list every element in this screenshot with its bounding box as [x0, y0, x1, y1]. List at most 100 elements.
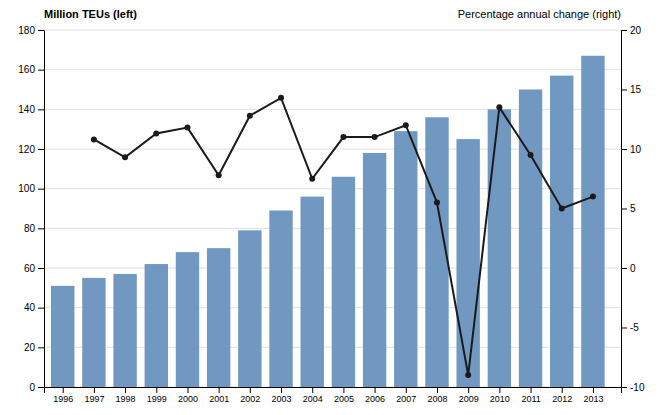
tick-label: 2003	[272, 394, 292, 404]
tick-label: 2004	[303, 394, 323, 404]
tick: 2000	[178, 387, 198, 404]
bar	[145, 264, 168, 387]
marker	[247, 113, 253, 119]
tick: 160	[18, 64, 44, 75]
tick-mark	[499, 387, 500, 393]
tick-mark	[38, 30, 44, 31]
bar	[207, 248, 230, 387]
tick-label: 20	[24, 342, 36, 353]
tick: 1998	[116, 387, 136, 404]
tick-mark	[38, 308, 44, 309]
tick: 2003	[272, 387, 292, 404]
tick: 2006	[365, 387, 385, 404]
tick-label: 2006	[365, 394, 385, 404]
tick: 1996	[53, 387, 73, 404]
tick-label: 40	[24, 302, 36, 313]
tick-mark	[219, 387, 220, 393]
grid-line	[44, 69, 621, 70]
tick-label: 160	[18, 64, 35, 75]
tick-mark	[38, 189, 44, 190]
y-axis-label: Million TEUs (left)	[44, 8, 137, 20]
bar	[456, 139, 479, 387]
tick-mark	[125, 387, 126, 393]
tick: 2009	[459, 387, 479, 404]
tick-label: 1996	[53, 394, 73, 404]
tick-label: 20	[630, 25, 642, 36]
tick-label: 2009	[459, 394, 479, 404]
tick-label: 140	[18, 104, 35, 115]
tick: 1997	[84, 387, 104, 404]
marker	[590, 194, 596, 200]
tick-mark	[38, 109, 44, 110]
marker	[372, 134, 378, 140]
tick: 2010	[490, 387, 510, 404]
axis-line	[38, 31, 45, 388]
tick-label: 1998	[116, 394, 136, 404]
tick-mark	[621, 268, 627, 269]
tick-mark	[63, 387, 64, 393]
tick: 2004	[303, 387, 323, 404]
tick: -10	[621, 382, 645, 393]
y2-axis-label: Percentage annual change (right)	[458, 8, 621, 20]
y2-axis: -10 -5 0 5 10 15 20	[621, 25, 645, 393]
tick-mark	[621, 387, 627, 388]
tick-mark	[406, 387, 407, 393]
tick-mark	[621, 90, 627, 91]
tick-label: 0	[630, 263, 636, 274]
tick-mark	[531, 387, 532, 393]
tick-label: -5	[630, 322, 639, 333]
tick-mark	[562, 387, 563, 393]
tick-label: 1999	[147, 394, 167, 404]
marker	[340, 134, 346, 140]
tick: 2011	[521, 387, 540, 404]
tick-mark	[187, 387, 188, 393]
marker	[528, 152, 534, 158]
grid-line	[44, 30, 621, 31]
tick-label: 15	[630, 84, 642, 95]
marker	[122, 154, 128, 160]
bar	[301, 197, 324, 387]
tick: 20	[621, 25, 642, 36]
tick-mark	[468, 387, 469, 393]
tick: 2001	[209, 387, 229, 404]
tick-mark	[621, 209, 627, 210]
bar	[269, 210, 292, 387]
tick-mark	[375, 387, 376, 393]
tick-label: 0	[29, 382, 35, 393]
marker	[278, 95, 284, 101]
tick-label: 2012	[552, 394, 572, 404]
tick: 2007	[396, 387, 416, 404]
tick: 180	[18, 25, 44, 36]
tick-mark	[281, 387, 282, 393]
bar	[176, 252, 199, 387]
marker	[434, 200, 440, 206]
grid	[44, 30, 621, 387]
tick: 10	[621, 144, 642, 155]
marker	[465, 372, 471, 378]
bar	[519, 90, 542, 388]
bar	[394, 131, 417, 387]
tick-mark	[38, 347, 44, 348]
tick: -5	[621, 322, 639, 333]
bar	[363, 153, 386, 387]
bar	[51, 286, 74, 387]
tick-mark	[621, 149, 627, 150]
tick: 40	[24, 302, 44, 313]
tick: 120	[18, 144, 44, 155]
bar	[238, 230, 261, 387]
x-axis: 1996199719981999200020012002200320042005…	[45, 387, 622, 404]
tick: 2005	[334, 387, 354, 404]
tick-mark	[437, 387, 438, 393]
bar	[113, 274, 136, 387]
tick-label: 2007	[396, 394, 416, 404]
marker	[403, 122, 409, 128]
tick-label: -10	[630, 382, 645, 393]
tick: 2008	[427, 387, 447, 404]
bar	[82, 278, 105, 387]
tick-label: 80	[24, 223, 36, 234]
tick-label: 100	[18, 183, 35, 194]
marker	[216, 172, 222, 178]
tick-label: 5	[630, 203, 636, 214]
axis-line	[45, 388, 622, 394]
chart-container: 1996199719981999200020012002200320042005…	[0, 0, 667, 415]
